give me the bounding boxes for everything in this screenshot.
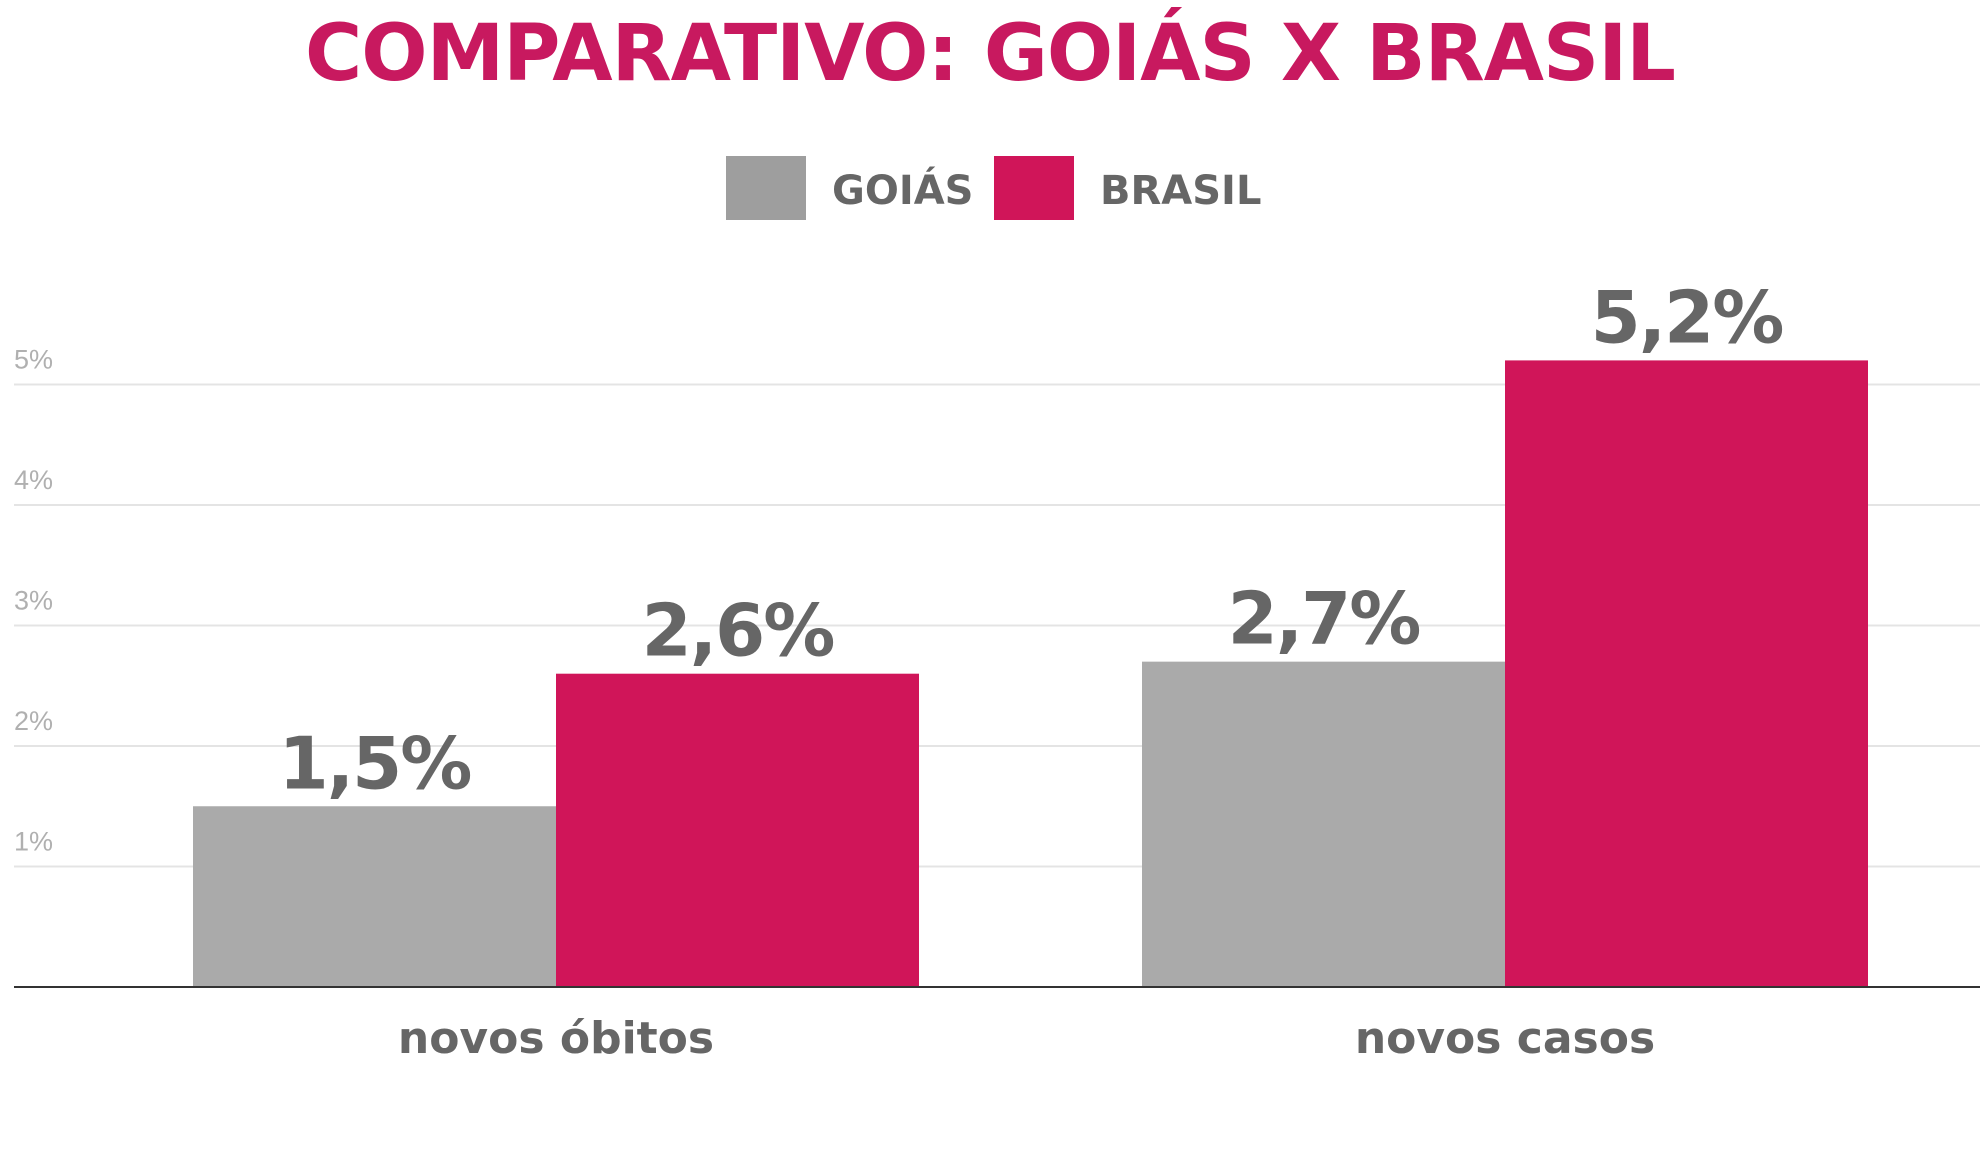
legend: GOIÁS BRASIL bbox=[726, 156, 1261, 220]
y-axis-ticks: 1% 2% 3% 4% 5% bbox=[14, 345, 53, 857]
data-label: 1,5% bbox=[279, 721, 471, 805]
bar bbox=[556, 673, 919, 987]
bars bbox=[193, 360, 1868, 987]
data-label: 5,2% bbox=[1591, 275, 1783, 359]
y-tick-label: 1% bbox=[14, 827, 53, 857]
legend-swatch-brasil bbox=[994, 156, 1074, 220]
category-label: novos óbitos bbox=[398, 1013, 714, 1064]
category-labels: novos óbitos novos casos bbox=[398, 1013, 1655, 1064]
data-labels: 1,5% 2,7% 2,6% 5,2% bbox=[279, 275, 1785, 805]
legend-swatch-goias bbox=[726, 156, 806, 220]
chart-title: COMPARATIVO: GOIÁS X BRASIL bbox=[305, 7, 1675, 99]
bar bbox=[1142, 661, 1505, 987]
data-label: 2,7% bbox=[1228, 577, 1420, 661]
legend-label-brasil: BRASIL bbox=[1100, 168, 1261, 214]
y-tick-label: 5% bbox=[14, 345, 53, 375]
category-label: novos casos bbox=[1355, 1013, 1655, 1064]
y-tick-label: 2% bbox=[14, 706, 53, 736]
legend-label-goias: GOIÁS bbox=[832, 166, 973, 214]
bar bbox=[1505, 360, 1868, 987]
y-tick-label: 4% bbox=[14, 465, 53, 495]
data-label: 2,6% bbox=[642, 589, 834, 673]
y-tick-label: 3% bbox=[14, 586, 53, 616]
bar bbox=[193, 806, 556, 987]
